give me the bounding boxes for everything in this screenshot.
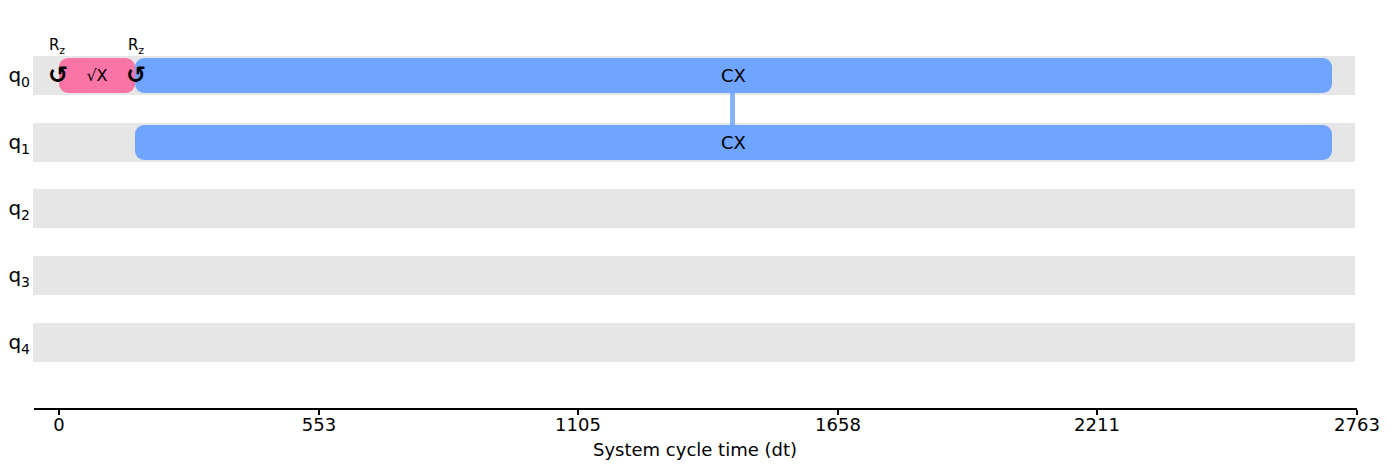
axis-tick-label: 2763: [1317, 414, 1390, 435]
qubit-label-q4: q4: [0, 323, 30, 369]
cx-gate-q1: CX: [135, 125, 1332, 160]
qubit-label-q2: q2: [0, 189, 30, 235]
axis-tick-label: 1105: [538, 414, 618, 435]
timeline-figure: q0 q1 q2 q3 q4 √X CX CX ↺ ↺ Rz Rz 0 553 …: [0, 0, 1390, 470]
cx-gate-label: CX: [721, 132, 746, 153]
frame-change-icon: ↺: [44, 60, 72, 90]
x-axis-title: System cycle time (dt): [535, 439, 855, 460]
sx-gate-label: √X: [86, 66, 107, 85]
frame-change-icon: ↺: [122, 60, 150, 90]
timeslot-row-q2: [33, 189, 1355, 228]
cx-gate-label: CX: [721, 65, 746, 86]
axis-tick-label: 2211: [1057, 414, 1137, 435]
qubit-label-q3: q3: [0, 256, 30, 302]
qubit-label-q0: q0: [0, 56, 30, 102]
rz-gate-annotation: Rz: [121, 37, 151, 59]
cx-gate-link: [730, 92, 735, 126]
qubit-label-q1: q1: [0, 123, 30, 169]
rz-gate-annotation: Rz: [42, 37, 72, 59]
axis-tick-label: 553: [279, 414, 359, 435]
timeslot-row-q4: [33, 323, 1355, 362]
cx-gate-q0: CX: [135, 58, 1332, 93]
axis-tick-label: 0: [19, 414, 99, 435]
axis-tick-label: 1658: [798, 414, 878, 435]
timeslot-row-q3: [33, 256, 1355, 295]
x-axis-line: [34, 408, 1357, 410]
